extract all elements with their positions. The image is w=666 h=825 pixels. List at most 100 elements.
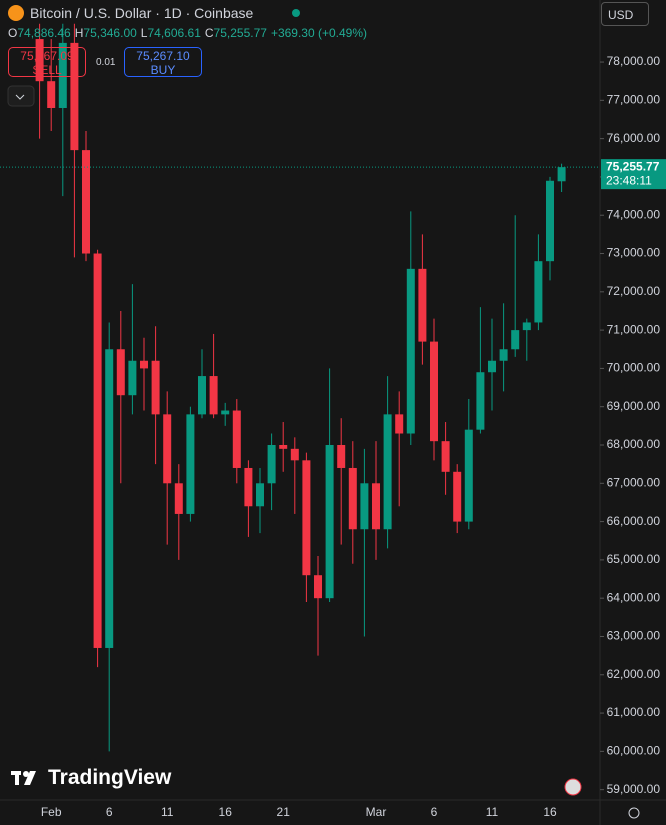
candle-body	[58, 42, 67, 108]
ohlc-key: O	[8, 26, 18, 40]
y-tick-label: 65,000.00	[607, 552, 661, 566]
ohlc-key: H	[74, 26, 84, 40]
candle-body	[174, 483, 183, 514]
y-tick-label: 66,000.00	[607, 514, 661, 528]
y-tick-label: 70,000.00	[607, 361, 661, 375]
candle-body	[221, 410, 230, 415]
candle-body	[128, 360, 137, 396]
candle-body	[488, 360, 496, 373]
bitcoin-icon	[8, 5, 24, 21]
candle-body	[383, 414, 392, 530]
candle-body	[430, 341, 438, 442]
candle-body	[337, 444, 346, 468]
x-tick-label: 6	[431, 805, 438, 819]
y-tick-label: 60,000.00	[607, 744, 661, 758]
y-tick-label: 59,000.00	[607, 782, 661, 796]
candle-body	[256, 483, 264, 507]
candle-body	[418, 268, 427, 342]
candle-body	[314, 575, 322, 599]
logo-mark	[11, 771, 36, 785]
candle-body	[395, 414, 404, 434]
x-tick-label: 16	[543, 805, 557, 819]
flag-icon[interactable]	[564, 778, 582, 796]
candle-body	[47, 81, 56, 108]
candle-body	[35, 39, 44, 82]
settings-icon[interactable]	[628, 807, 640, 819]
y-tick-label: 64,000.00	[607, 590, 661, 604]
buy-price: 75,267.10	[136, 49, 190, 63]
x-tick-label: 21	[277, 805, 291, 819]
ohlc-value: 74,606.61	[147, 26, 201, 40]
y-tick-label: 76,000.00	[607, 131, 661, 145]
y-tick-label: 69,000.00	[607, 399, 661, 413]
candle-body	[140, 360, 148, 369]
ohlc-key: L	[140, 26, 148, 40]
candle-body	[267, 444, 276, 484]
candle-body	[198, 376, 206, 415]
candle-body	[546, 180, 554, 262]
ohlc-key: C	[204, 26, 214, 40]
candle-body	[163, 414, 172, 484]
candle-body	[372, 483, 380, 530]
candle-body	[279, 444, 288, 449]
last-price-badge	[601, 159, 666, 190]
y-tick-label: 72,000.00	[607, 284, 661, 298]
y-tick-label: 68,000.00	[607, 437, 661, 451]
candle-body	[186, 414, 195, 514]
candle-body	[464, 429, 473, 522]
sell-price: 75,267.09	[20, 49, 74, 63]
buy-button[interactable]: 75,267.10 BUY	[124, 47, 202, 77]
price-change: +369.30 (+0.49%)	[270, 26, 368, 40]
candle-body	[302, 460, 311, 576]
candle-body	[453, 471, 462, 522]
x-tick-label: Feb	[41, 805, 62, 819]
y-tick-label: 74,000.00	[607, 207, 661, 221]
ohlc-readout: O74,886.46 H75,346.00 L74,606.61 C75,255.77…	[8, 26, 371, 40]
candle-body	[151, 360, 160, 415]
brand: TradingView	[48, 766, 172, 789]
y-tick-label: 67,000.00	[607, 475, 661, 489]
symbol-title: Bitcoin / U.S. Dollar · 1D · Coinbase	[30, 5, 254, 21]
candle-body	[244, 467, 253, 507]
candle-body	[534, 261, 543, 323]
x-tick-label: Mar	[366, 805, 387, 819]
candle-body	[116, 349, 125, 396]
buy-label: BUY	[150, 63, 176, 77]
y-tick-label: 63,000.00	[607, 629, 661, 643]
candle-body	[499, 349, 508, 361]
x-tick-label: 11	[161, 805, 174, 819]
countdown: 23:48:11	[606, 173, 652, 187]
x-tick-label: 16	[219, 805, 233, 819]
quantity: 0.01	[96, 57, 116, 68]
candle-body	[522, 322, 531, 331]
candle-body	[557, 167, 566, 182]
candle-body	[70, 42, 79, 151]
last-price-label: 75,255.77	[606, 159, 660, 173]
candle-body	[82, 150, 90, 254]
ohlc-value: 74,886.46	[17, 26, 71, 40]
currency-selector[interactable]: USD	[601, 2, 649, 26]
candle-body	[511, 330, 520, 350]
candle-body	[325, 444, 334, 599]
y-tick-label: 77,000.00	[607, 93, 661, 107]
y-tick-label: 78,000.00	[607, 54, 661, 68]
y-tick-label: 61,000.00	[607, 705, 661, 719]
collapse-button[interactable]	[7, 85, 35, 107]
y-tick-label: 73,000.00	[607, 246, 661, 260]
candle-body	[105, 349, 114, 648]
x-tick-label: 11	[486, 805, 499, 819]
candle-body	[93, 253, 102, 648]
candle-body	[476, 372, 485, 430]
sell-button[interactable]: 75,267.09 SELL	[8, 47, 86, 77]
sell-label: SELL	[32, 63, 62, 77]
x-tick-label: 6	[106, 805, 113, 819]
candle-body	[348, 467, 357, 530]
market-status-dot	[292, 9, 300, 17]
candle-body	[209, 376, 218, 415]
candle-body	[441, 441, 450, 472]
ohlc-value: 75,255.77	[213, 26, 267, 40]
candle-body	[406, 268, 415, 434]
candle-body	[232, 410, 241, 468]
